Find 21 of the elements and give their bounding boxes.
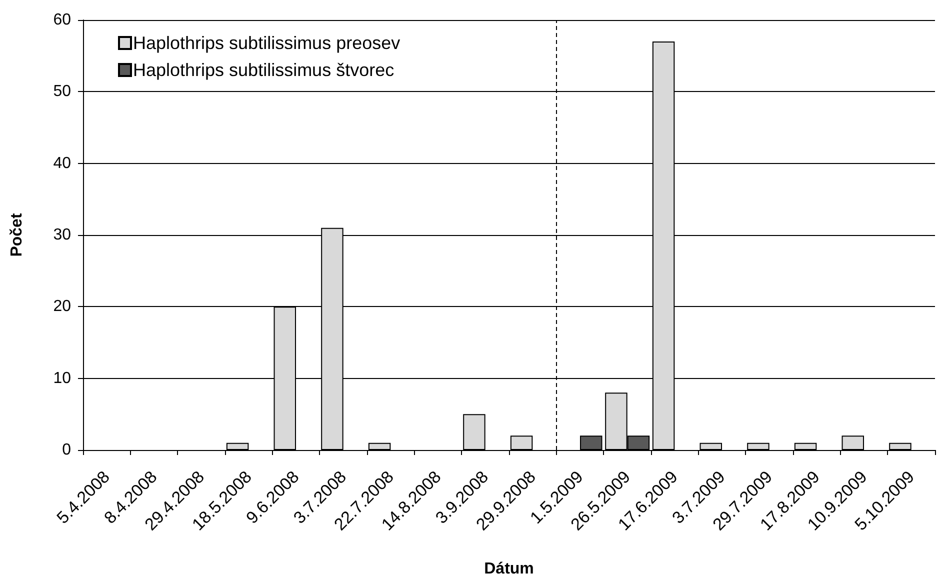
bar [226, 442, 249, 450]
y-tick-label: 20 [53, 298, 72, 316]
bar [368, 442, 391, 450]
bar [747, 442, 770, 450]
y-tick-label: 30 [53, 226, 72, 244]
bar [580, 436, 602, 450]
bar [842, 436, 864, 450]
bar [889, 442, 912, 450]
y-tick-label: 0 [62, 442, 72, 458]
legend-label: Haplothrips subtilissimus preosev [133, 33, 400, 53]
x-axis-title: Dátum [484, 560, 534, 578]
y-tick-label: 60 [53, 12, 72, 28]
y-axis-title: Počet [8, 212, 26, 257]
bar [463, 414, 486, 450]
bar [700, 442, 722, 450]
legend-label: Haplothrips subtilissimus štvorec [133, 60, 394, 80]
y-tick-label: 50 [53, 83, 72, 100]
bar [794, 442, 817, 450]
y-tick-label: 40 [53, 154, 72, 172]
y-tick-label: 10 [53, 370, 72, 387]
bar [510, 436, 533, 450]
